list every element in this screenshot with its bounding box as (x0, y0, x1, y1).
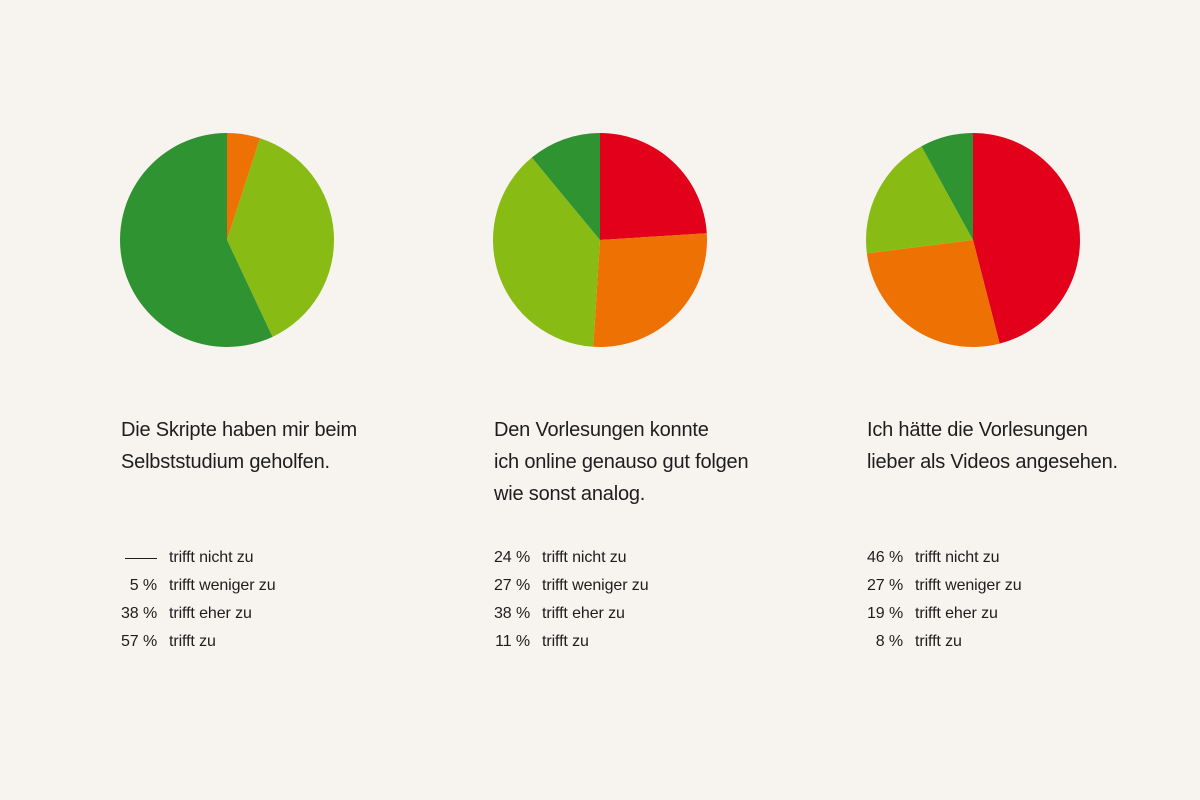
legend-label: trifft eher zu (915, 605, 998, 622)
chart-panel-3: Ich hätte die Vorlesungen lieber als Vid… (865, 0, 1167, 800)
legend-value: 24 % (494, 549, 531, 566)
legend-row-trifft-zu: 57 % trifft zu (121, 628, 411, 656)
legend-label: trifft weniger zu (542, 577, 649, 594)
legend-label: trifft zu (542, 633, 589, 650)
pie-slice-trifft-weniger-zu (227, 133, 261, 240)
legend-value: 38 % (494, 605, 531, 622)
legend-label: trifft nicht zu (169, 549, 254, 566)
pie-chart-2 (493, 133, 708, 348)
pie-slice-trifft-zu (531, 133, 600, 240)
legend-row-trifft-weniger-zu: 5 % trifft weniger zu (121, 572, 411, 600)
legend-row-trifft-nicht-zu: 46 % trifft nicht zu (867, 544, 1157, 572)
legend-3: 46 % trifft nicht zu 27 % trifft weniger… (867, 544, 1157, 656)
chart-title-1: Die Skripte haben mir beim Selbststudium… (121, 414, 411, 478)
legend-row-trifft-weniger-zu: 27 % trifft weniger zu (494, 572, 784, 600)
pie-slice-trifft-weniger-zu (593, 233, 708, 348)
legend-label: trifft eher zu (542, 605, 625, 622)
pie-slice-trifft-nicht-zu (973, 133, 1081, 344)
pie-slice-trifft-weniger-zu (866, 240, 1000, 348)
legend-value: 46 % (867, 549, 904, 566)
chart-title-line: Den Vorlesungen konnte (494, 419, 709, 441)
chart-title-line: Die Skripte haben mir beim (121, 419, 358, 441)
legend-value: 11 % (495, 633, 530, 650)
pie-slice-trifft-eher-zu (227, 138, 334, 337)
pie-chart-3 (865, 133, 1081, 348)
legend-value: 57 % (121, 633, 158, 650)
legend-row-trifft-nicht-zu: 24 % trifft nicht zu (494, 544, 784, 572)
legend-value: 8 % (875, 633, 903, 650)
legend-value: 5 % (129, 577, 157, 594)
legend-label: trifft nicht zu (542, 549, 627, 566)
pie-slice-trifft-eher-zu (865, 146, 973, 254)
chart-title-line: Selbststudium geholfen. (121, 451, 330, 473)
legend-1: trifft nicht zu 5 % trifft weniger zu 38… (121, 544, 411, 656)
legend-label: trifft nicht zu (915, 549, 1000, 566)
legend-value: 38 % (121, 605, 158, 622)
chart-title-line: Ich hätte die Vorlesungen (867, 419, 1088, 441)
legend-row-trifft-weniger-zu: 27 % trifft weniger zu (867, 572, 1157, 600)
legend-label: trifft zu (169, 633, 216, 650)
chart-title-line: lieber als Videos angesehen. (867, 451, 1118, 473)
pie-slice-trifft-nicht-zu (600, 133, 707, 240)
chart-panel-2: Den Vorlesungen konnte ich online genaus… (493, 0, 794, 800)
legend-row-trifft-eher-zu: 38 % trifft eher zu (494, 600, 784, 628)
pie-slice-trifft-eher-zu (493, 157, 600, 347)
zero-value-dash (125, 558, 157, 559)
legend-row-trifft-eher-zu: 19 % trifft eher zu (867, 600, 1157, 628)
legend-label: trifft weniger zu (915, 577, 1022, 594)
pie-slice-trifft-zu (120, 133, 273, 347)
legend-2: 24 % trifft nicht zu 27 % trifft weniger… (494, 544, 784, 656)
chart-title-line: wie sonst analog. (494, 483, 646, 505)
legend-value: 19 % (867, 605, 904, 622)
legend-row-trifft-nicht-zu: trifft nicht zu (121, 544, 411, 572)
legend-value: 27 % (867, 577, 904, 594)
legend-row-trifft-zu: 8 % trifft zu (867, 628, 1157, 656)
legend-label: trifft zu (915, 633, 962, 650)
legend-label: trifft eher zu (169, 605, 252, 622)
chart-title-line: ich online genauso gut folgen (494, 451, 749, 473)
legend-value: 27 % (494, 577, 531, 594)
pie-chart-1 (120, 133, 334, 347)
legend-row-trifft-eher-zu: 38 % trifft eher zu (121, 600, 411, 628)
legend-row-trifft-zu: 11 % trifft zu (494, 628, 784, 656)
chart-panel-1: Die Skripte haben mir beim Selbststudium… (120, 0, 421, 800)
chart-title-2: Den Vorlesungen konnte ich online genaus… (494, 414, 784, 510)
chart-title-3: Ich hätte die Vorlesungen lieber als Vid… (867, 414, 1157, 478)
legend-label: trifft weniger zu (169, 577, 276, 594)
pie-slice-trifft-zu (921, 133, 973, 240)
